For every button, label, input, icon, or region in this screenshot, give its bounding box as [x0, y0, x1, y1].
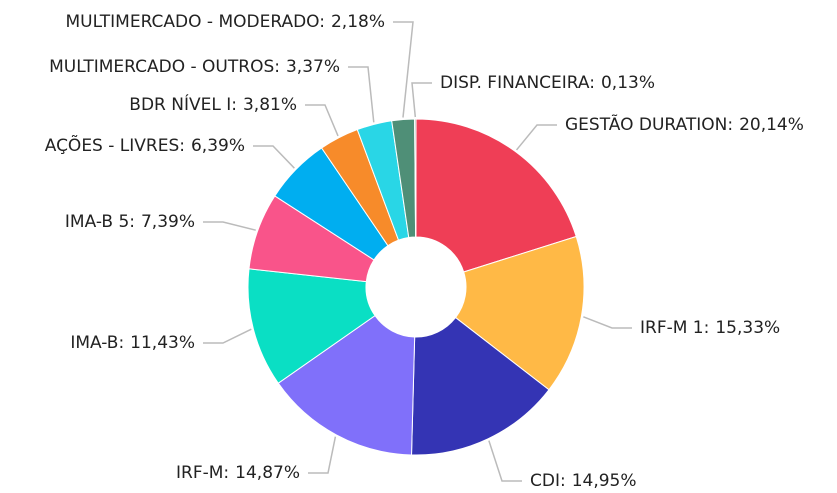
donut-slice: [415, 118, 577, 273]
data-label: AÇÕES - LIVRES: 6,39%: [45, 134, 245, 156]
leader-line: [253, 145, 295, 169]
label-name: IRF-M 1:: [640, 318, 709, 338]
data-label: MULTIMERCADO - OUTROS: 3,37%: [49, 57, 340, 77]
label-name: IMA-B:: [70, 333, 124, 353]
label-name: AÇÕES - LIVRES:: [45, 134, 185, 156]
data-label: IRF-M 1: 15,33%: [640, 318, 780, 338]
leader-line: [393, 21, 414, 118]
data-label: IRF-M: 14,87%: [176, 463, 300, 483]
label-value: 3,37%: [286, 57, 340, 77]
label-name: BDR NÍVEL I:: [129, 93, 237, 115]
leader-line: [203, 328, 252, 344]
label-name: GESTÃO DURATION:: [565, 113, 733, 135]
leader-line: [348, 66, 375, 123]
donut-slice: [277, 314, 416, 456]
leader-line: [308, 436, 337, 474]
label-name: CDI:: [530, 471, 566, 489]
leader-line: [515, 124, 557, 151]
label-name: IMA-B 5:: [65, 212, 135, 232]
data-label: MULTIMERCADO - MODERADO: 2,18%: [66, 12, 385, 32]
donut-slice: [247, 268, 376, 384]
label-name: MULTIMERCADO - MODERADO:: [66, 12, 325, 32]
donut-slice: [454, 235, 585, 391]
donut-slice: [414, 118, 417, 238]
data-label: DISP. FINANCEIRA: 0,13%: [440, 73, 655, 93]
leader-line: [305, 104, 339, 137]
data-label: IMA-B: 11,43%: [70, 333, 195, 353]
label-name: IRF-M:: [176, 463, 229, 483]
data-label: CDI: 14,95%: [530, 471, 637, 489]
leader-line: [203, 221, 256, 231]
label-value: 11,43%: [130, 333, 195, 353]
data-label: IMA-B 5: 7,39%: [65, 212, 195, 232]
leader-line: [411, 82, 432, 118]
label-value: 7,39%: [141, 212, 195, 232]
label-value: 6,39%: [191, 136, 245, 156]
data-label: BDR NÍVEL I: 3,81%: [129, 93, 297, 115]
leader-line: [583, 316, 632, 329]
label-value: 14,95%: [572, 471, 637, 489]
label-value: 3,81%: [243, 95, 297, 115]
donut-slice: [411, 316, 550, 456]
label-value: 2,18%: [331, 12, 385, 32]
label-value: 15,33%: [715, 318, 780, 338]
leader-line: [488, 440, 522, 482]
label-value: 20,14%: [739, 115, 804, 135]
data-label: GESTÃO DURATION: 20,14%: [565, 113, 804, 135]
label-name: DISP. FINANCEIRA:: [440, 73, 595, 93]
label-value: 14,87%: [235, 463, 300, 483]
label-name: MULTIMERCADO - OUTROS:: [49, 57, 280, 77]
label-value: 0,13%: [601, 73, 655, 93]
